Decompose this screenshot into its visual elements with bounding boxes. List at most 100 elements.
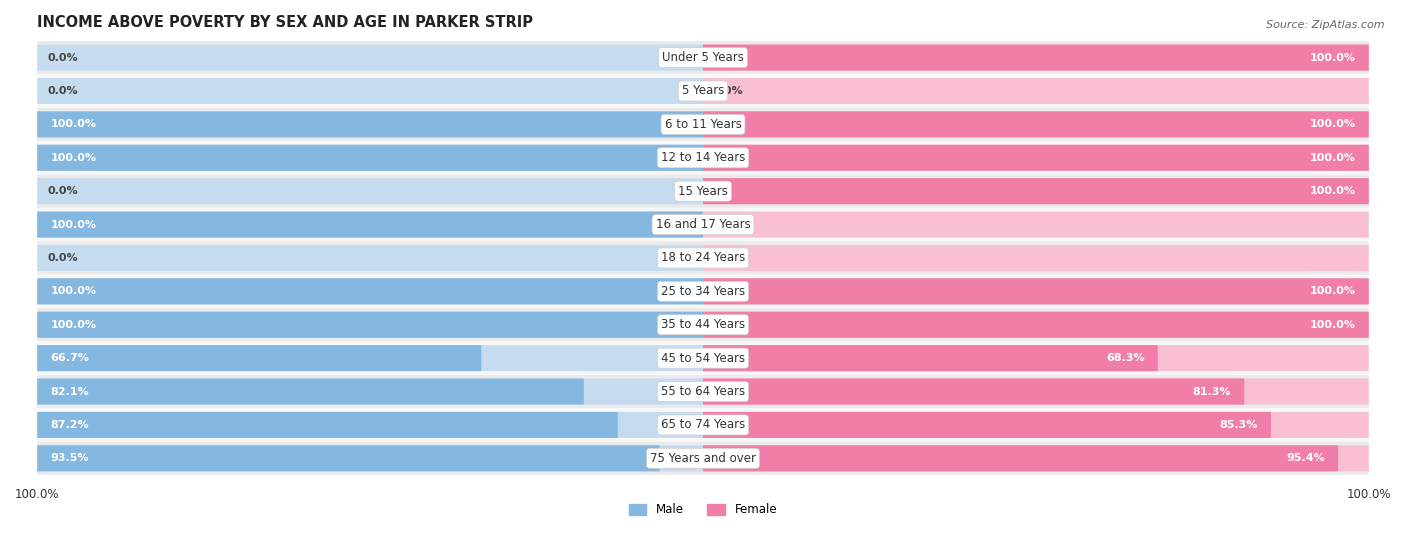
FancyBboxPatch shape bbox=[37, 312, 703, 338]
Text: 0.0%: 0.0% bbox=[48, 186, 77, 196]
FancyBboxPatch shape bbox=[37, 275, 1369, 308]
Text: 95.4%: 95.4% bbox=[1286, 453, 1324, 463]
Text: 6 to 11 Years: 6 to 11 Years bbox=[665, 118, 741, 131]
FancyBboxPatch shape bbox=[37, 45, 703, 71]
Text: 66.7%: 66.7% bbox=[51, 353, 90, 363]
FancyBboxPatch shape bbox=[37, 412, 617, 438]
FancyBboxPatch shape bbox=[37, 445, 659, 472]
FancyBboxPatch shape bbox=[703, 278, 1369, 304]
Text: 35 to 44 Years: 35 to 44 Years bbox=[661, 318, 745, 331]
Text: INCOME ABOVE POVERTY BY SEX AND AGE IN PARKER STRIP: INCOME ABOVE POVERTY BY SEX AND AGE IN P… bbox=[37, 15, 533, 30]
FancyBboxPatch shape bbox=[37, 145, 703, 171]
FancyBboxPatch shape bbox=[37, 245, 703, 271]
FancyBboxPatch shape bbox=[37, 445, 703, 472]
FancyBboxPatch shape bbox=[37, 208, 1369, 241]
FancyBboxPatch shape bbox=[37, 74, 1369, 108]
FancyBboxPatch shape bbox=[703, 45, 1369, 71]
Legend: Male, Female: Male, Female bbox=[624, 499, 782, 521]
FancyBboxPatch shape bbox=[703, 378, 1369, 405]
Text: 68.3%: 68.3% bbox=[1105, 353, 1144, 363]
FancyBboxPatch shape bbox=[703, 312, 1369, 338]
FancyBboxPatch shape bbox=[37, 345, 481, 371]
Text: 12 to 14 Years: 12 to 14 Years bbox=[661, 151, 745, 164]
FancyBboxPatch shape bbox=[37, 308, 1369, 341]
Text: 100.0%: 100.0% bbox=[1347, 488, 1391, 502]
Text: 18 to 24 Years: 18 to 24 Years bbox=[661, 252, 745, 264]
FancyBboxPatch shape bbox=[37, 378, 583, 405]
Text: 100.0%: 100.0% bbox=[51, 153, 97, 163]
Text: 65 to 74 Years: 65 to 74 Years bbox=[661, 418, 745, 431]
FancyBboxPatch shape bbox=[703, 378, 1244, 405]
FancyBboxPatch shape bbox=[37, 375, 1369, 408]
FancyBboxPatch shape bbox=[703, 145, 1369, 171]
FancyBboxPatch shape bbox=[37, 412, 703, 438]
Text: Source: ZipAtlas.com: Source: ZipAtlas.com bbox=[1267, 20, 1385, 30]
Text: 15 Years: 15 Years bbox=[678, 185, 728, 198]
FancyBboxPatch shape bbox=[37, 112, 703, 137]
FancyBboxPatch shape bbox=[703, 312, 1369, 338]
Text: 0.0%: 0.0% bbox=[713, 86, 744, 96]
Text: 16 and 17 Years: 16 and 17 Years bbox=[655, 218, 751, 231]
FancyBboxPatch shape bbox=[37, 378, 703, 405]
Text: 100.0%: 100.0% bbox=[1309, 52, 1355, 62]
FancyBboxPatch shape bbox=[37, 211, 703, 238]
Text: 5 Years: 5 Years bbox=[682, 84, 724, 98]
Text: 85.3%: 85.3% bbox=[1219, 420, 1257, 430]
FancyBboxPatch shape bbox=[703, 145, 1369, 171]
FancyBboxPatch shape bbox=[37, 41, 1369, 74]
FancyBboxPatch shape bbox=[37, 175, 1369, 208]
FancyBboxPatch shape bbox=[703, 245, 1369, 271]
FancyBboxPatch shape bbox=[703, 178, 1369, 204]
Text: 82.1%: 82.1% bbox=[51, 387, 89, 397]
FancyBboxPatch shape bbox=[703, 445, 1339, 472]
FancyBboxPatch shape bbox=[703, 45, 1369, 71]
FancyBboxPatch shape bbox=[703, 412, 1369, 438]
FancyBboxPatch shape bbox=[37, 78, 703, 104]
Text: 100.0%: 100.0% bbox=[51, 119, 97, 129]
FancyBboxPatch shape bbox=[37, 312, 703, 338]
FancyBboxPatch shape bbox=[37, 345, 703, 371]
Text: 0.0%: 0.0% bbox=[48, 253, 77, 263]
FancyBboxPatch shape bbox=[703, 211, 1369, 238]
Text: 100.0%: 100.0% bbox=[1309, 186, 1355, 196]
Text: 0.0%: 0.0% bbox=[713, 253, 744, 263]
FancyBboxPatch shape bbox=[703, 445, 1369, 472]
Text: 25 to 34 Years: 25 to 34 Years bbox=[661, 285, 745, 298]
FancyBboxPatch shape bbox=[703, 278, 1369, 304]
FancyBboxPatch shape bbox=[37, 211, 703, 238]
FancyBboxPatch shape bbox=[703, 345, 1369, 371]
Text: 0.0%: 0.0% bbox=[48, 52, 77, 62]
FancyBboxPatch shape bbox=[37, 441, 1369, 475]
Text: 100.0%: 100.0% bbox=[51, 320, 97, 330]
Text: 100.0%: 100.0% bbox=[15, 488, 59, 502]
FancyBboxPatch shape bbox=[37, 278, 703, 304]
Text: 100.0%: 100.0% bbox=[1309, 286, 1355, 296]
FancyBboxPatch shape bbox=[37, 178, 703, 204]
FancyBboxPatch shape bbox=[37, 341, 1369, 375]
Text: 81.3%: 81.3% bbox=[1192, 387, 1230, 397]
FancyBboxPatch shape bbox=[37, 145, 703, 171]
Text: 55 to 64 Years: 55 to 64 Years bbox=[661, 385, 745, 398]
FancyBboxPatch shape bbox=[37, 112, 703, 137]
FancyBboxPatch shape bbox=[37, 241, 1369, 275]
FancyBboxPatch shape bbox=[37, 141, 1369, 175]
Text: 0.0%: 0.0% bbox=[713, 219, 744, 229]
FancyBboxPatch shape bbox=[703, 345, 1157, 371]
FancyBboxPatch shape bbox=[37, 408, 1369, 441]
FancyBboxPatch shape bbox=[37, 108, 1369, 141]
Text: 93.5%: 93.5% bbox=[51, 453, 89, 463]
Text: 100.0%: 100.0% bbox=[51, 219, 97, 229]
Text: 45 to 54 Years: 45 to 54 Years bbox=[661, 352, 745, 364]
FancyBboxPatch shape bbox=[37, 278, 703, 304]
Text: 0.0%: 0.0% bbox=[48, 86, 77, 96]
Text: 87.2%: 87.2% bbox=[51, 420, 89, 430]
Text: 100.0%: 100.0% bbox=[51, 286, 97, 296]
FancyBboxPatch shape bbox=[703, 112, 1369, 137]
Text: 100.0%: 100.0% bbox=[1309, 320, 1355, 330]
FancyBboxPatch shape bbox=[703, 112, 1369, 137]
Text: Under 5 Years: Under 5 Years bbox=[662, 51, 744, 64]
FancyBboxPatch shape bbox=[703, 178, 1369, 204]
FancyBboxPatch shape bbox=[703, 412, 1271, 438]
Text: 75 Years and over: 75 Years and over bbox=[650, 452, 756, 465]
Text: 100.0%: 100.0% bbox=[1309, 153, 1355, 163]
